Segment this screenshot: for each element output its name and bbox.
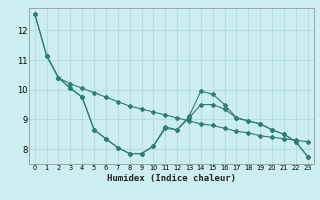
X-axis label: Humidex (Indice chaleur): Humidex (Indice chaleur) bbox=[107, 174, 236, 183]
